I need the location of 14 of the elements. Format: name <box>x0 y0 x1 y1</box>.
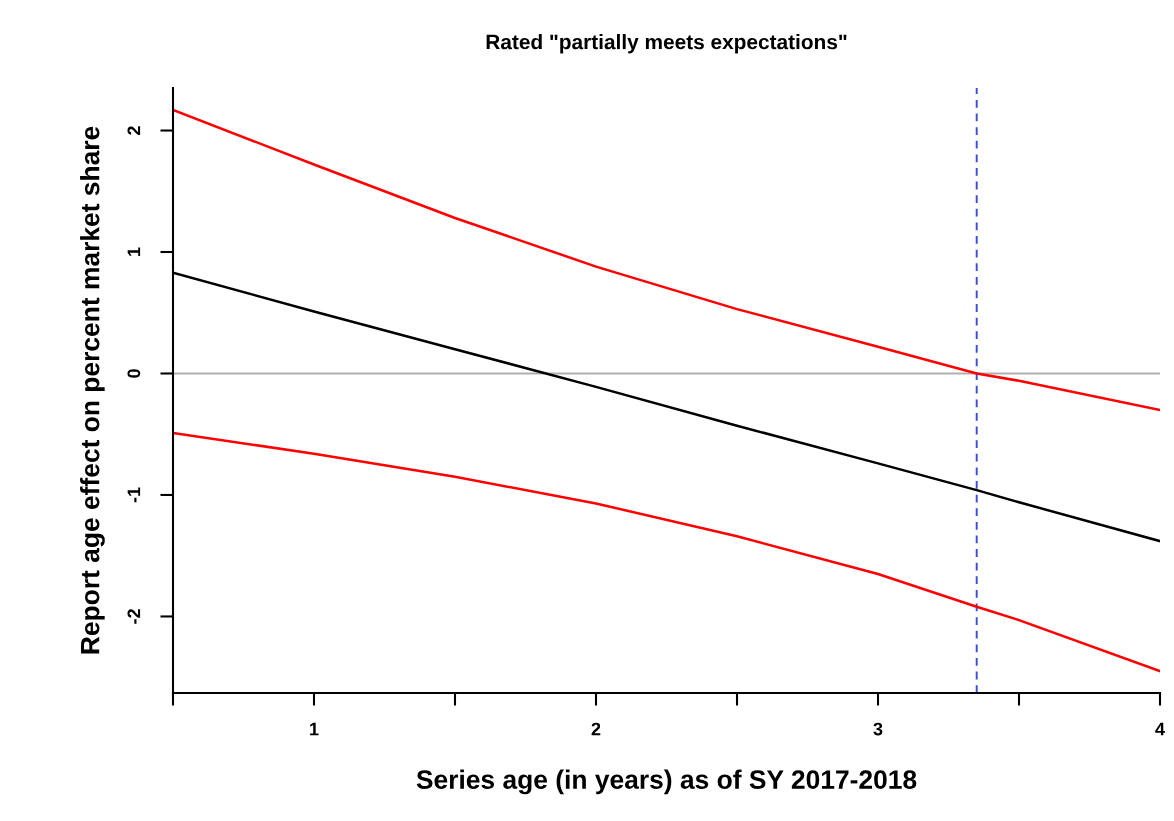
y-tick-label: 2 <box>127 126 141 135</box>
line-series <box>173 108 1160 412</box>
x-axis-title: Series age (in years) as of SY 2017-2018 <box>416 769 917 795</box>
y-tick-label: -1 <box>127 487 141 503</box>
x-tick-label: 3 <box>873 722 883 736</box>
line-series <box>173 431 1160 673</box>
y-tick-label: 0 <box>127 369 141 378</box>
chart-title: Rated "partially meets expectations" <box>486 34 847 54</box>
x-tick-label: 4 <box>1155 722 1165 736</box>
y-axis-title: Report age effect on percent market share <box>80 126 105 654</box>
y-tick-label: 1 <box>127 247 141 256</box>
x-tick-label: 1 <box>310 722 319 736</box>
x-tick-label: 2 <box>591 722 601 736</box>
y-tick-label: -2 <box>127 609 141 624</box>
